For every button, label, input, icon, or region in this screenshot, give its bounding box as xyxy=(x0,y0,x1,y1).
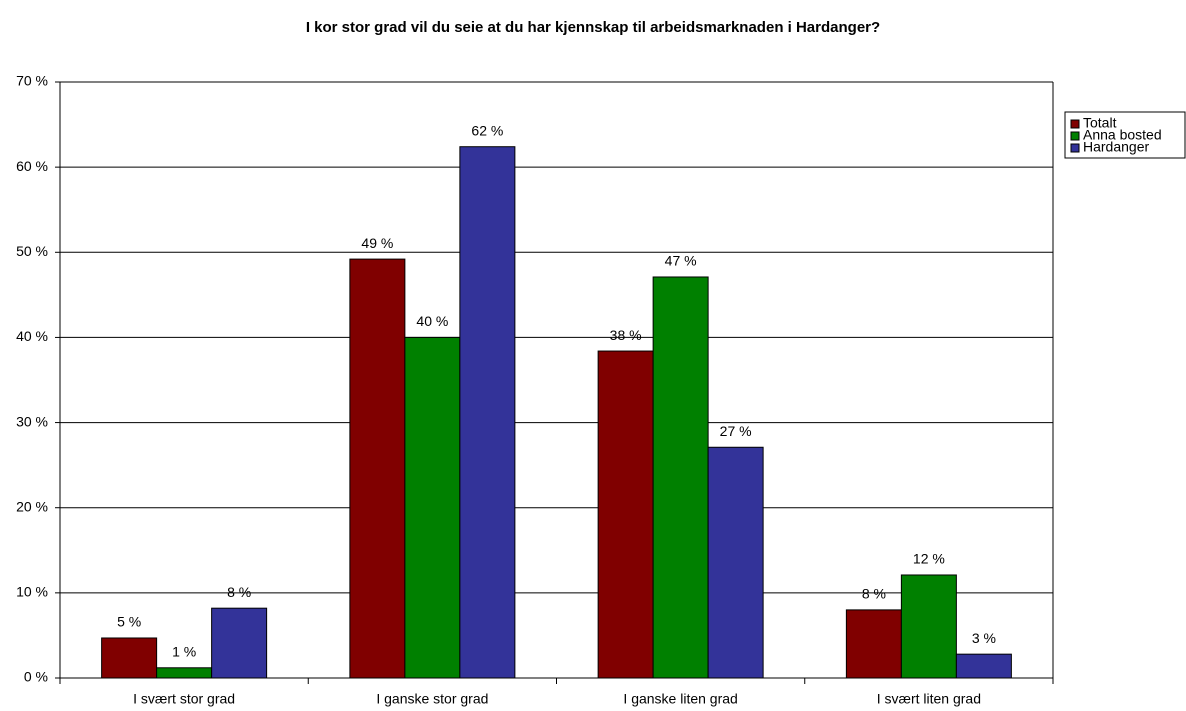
legend-swatch xyxy=(1070,143,1080,153)
bar xyxy=(156,667,213,679)
bar xyxy=(652,276,709,679)
y-tick-label: 10 % xyxy=(16,584,48,600)
value-label: 3 % xyxy=(972,630,996,646)
legend-swatch xyxy=(1070,131,1080,141)
x-tick-label: I svært liten grad xyxy=(877,691,981,707)
bar xyxy=(597,350,654,679)
bar xyxy=(955,653,1012,679)
value-label: 49 % xyxy=(361,235,393,251)
bar xyxy=(211,607,268,679)
legend-label: Totalt xyxy=(1083,115,1117,131)
legend-box xyxy=(1064,111,1186,159)
bar xyxy=(845,609,902,679)
value-label: 40 % xyxy=(416,313,448,329)
value-label: 27 % xyxy=(720,423,752,439)
value-label: 12 % xyxy=(913,551,945,567)
y-tick-label: 70 % xyxy=(16,73,48,89)
x-tick-label: I ganske stor grad xyxy=(376,691,488,707)
y-tick-label: 20 % xyxy=(16,498,48,514)
legend-label: Hardanger xyxy=(1083,139,1149,155)
bar xyxy=(101,637,158,679)
value-label: 8 % xyxy=(862,586,886,602)
value-label: 47 % xyxy=(665,253,697,269)
value-label: 1 % xyxy=(172,643,196,659)
value-label: 8 % xyxy=(227,584,251,600)
y-tick-label: 50 % xyxy=(16,243,48,259)
bar xyxy=(349,258,406,679)
legend-label: Anna bosted xyxy=(1083,127,1162,143)
y-tick-label: 30 % xyxy=(16,413,48,429)
y-tick-label: 0 % xyxy=(24,669,48,685)
value-label: 5 % xyxy=(117,614,141,630)
legend-swatch xyxy=(1070,119,1080,129)
value-label: 38 % xyxy=(610,327,642,343)
value-label: 62 % xyxy=(471,122,503,138)
bar xyxy=(707,446,764,679)
y-tick-label: 40 % xyxy=(16,328,48,344)
x-tick-label: I ganske liten grad xyxy=(623,691,737,707)
bar xyxy=(900,574,957,679)
bar xyxy=(459,146,516,679)
bar xyxy=(404,336,461,679)
x-tick-label: I svært stor grad xyxy=(133,691,235,707)
y-tick-label: 60 % xyxy=(16,158,48,174)
chart-title: I kor stor grad vil du seie at du har kj… xyxy=(306,19,880,36)
